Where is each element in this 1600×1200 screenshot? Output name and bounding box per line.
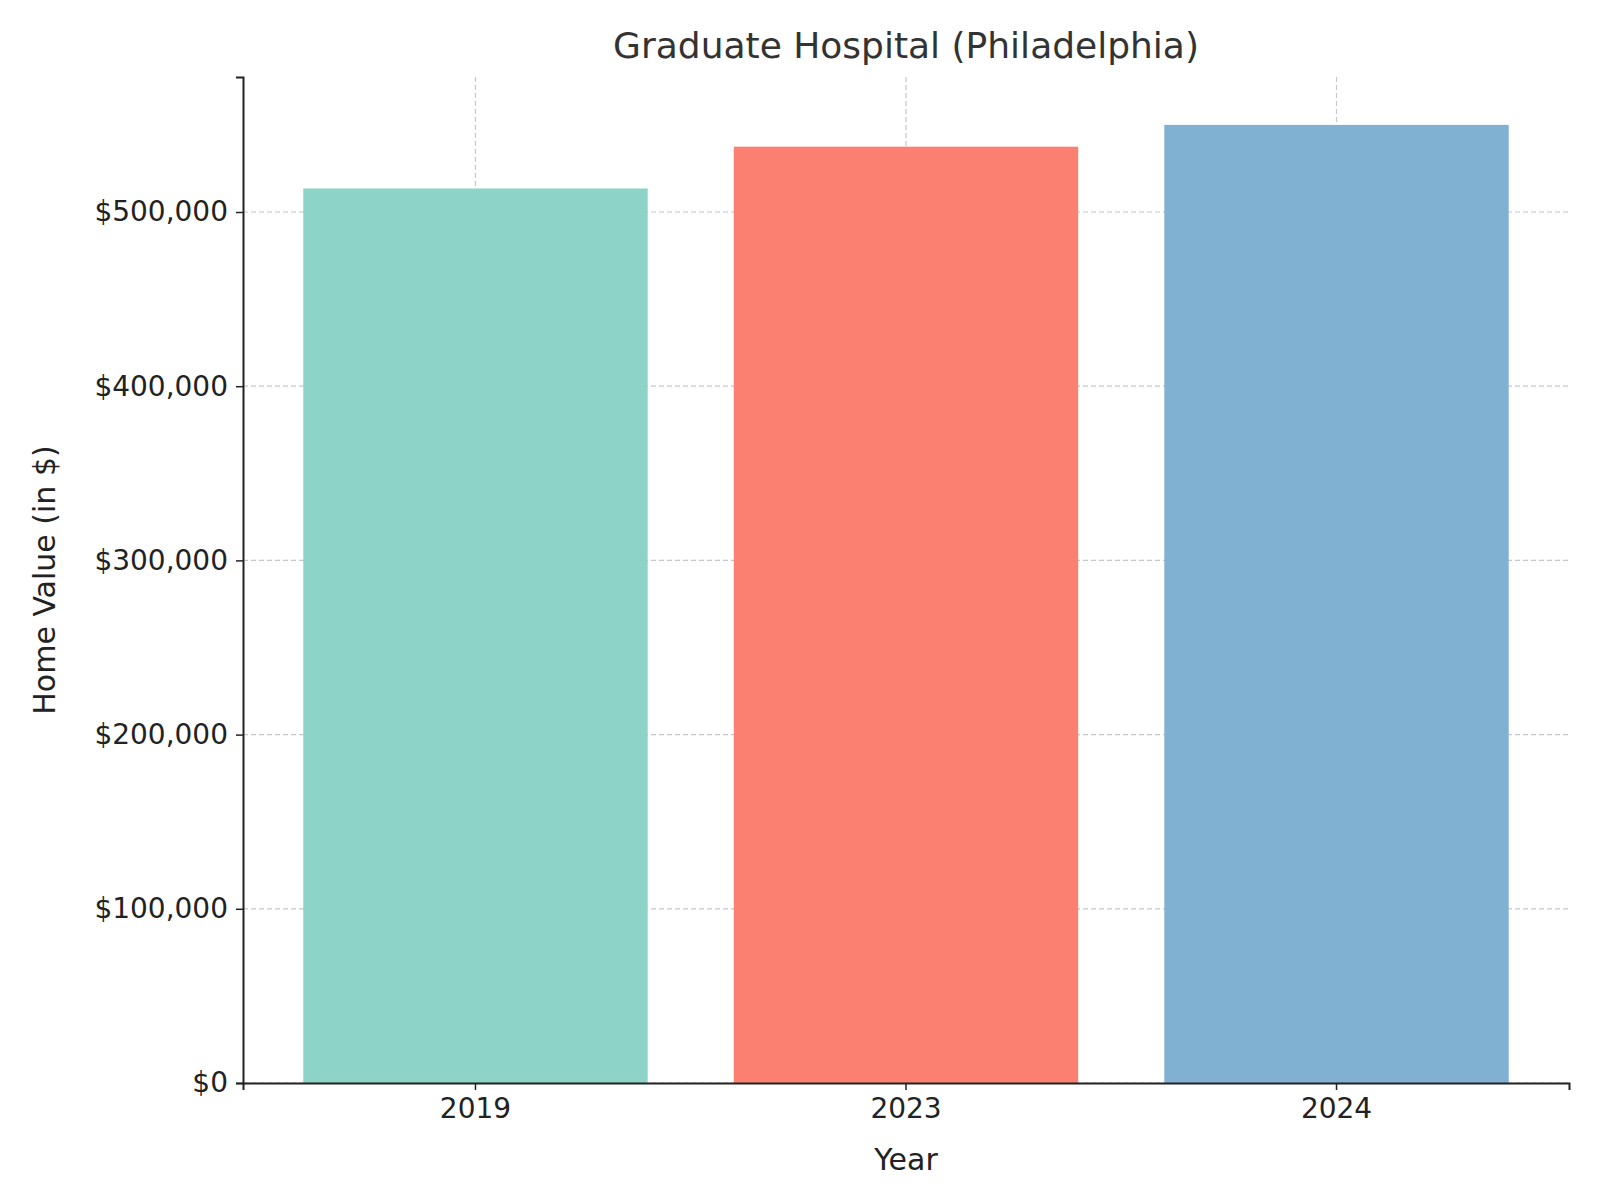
x-tick: 2019 xyxy=(440,1083,511,1125)
x-tick: 2023 xyxy=(870,1083,941,1125)
x-tick-label: 2019 xyxy=(440,1092,511,1125)
x-tick: 2024 xyxy=(1301,1083,1372,1125)
y-tick-mark xyxy=(236,560,243,562)
grid xyxy=(243,77,1569,1083)
y-axis-title: Home Value (in $) xyxy=(27,445,62,714)
x-axis-title: Year xyxy=(873,1142,938,1177)
title: Graduate Hospital (Philadelphia) xyxy=(613,25,1199,66)
y-axis: $0 $100,000 $200,000 $300,000 $400,000 $500,0… xyxy=(94,78,243,1100)
y-tick: $400,000 xyxy=(94,370,243,403)
y-tick: $500,000 xyxy=(94,195,243,228)
bar xyxy=(734,147,1078,1083)
y-tick-label: $400,000 xyxy=(94,370,228,403)
y-tick: $100,000 xyxy=(94,892,243,925)
y-tick: $200,000 xyxy=(94,718,243,751)
x-tick-label: 2023 xyxy=(870,1092,941,1125)
x-axis-line xyxy=(244,1084,1570,1091)
y-tick-label: $100,000 xyxy=(94,892,228,925)
bar xyxy=(1164,125,1508,1083)
y-tick-label: $0 xyxy=(192,1066,228,1099)
x-tick-mark xyxy=(905,1083,907,1090)
x-axis: 2019 2023 2024 xyxy=(244,1083,1570,1125)
chart: 2019 2023 2024 $0 $100,000 $200,000 $300,000 $4… xyxy=(0,0,1600,1200)
y-tick-label: $300,000 xyxy=(94,544,228,577)
y-tick-mark xyxy=(236,212,243,214)
plot-area: 2019 2023 2024 $0 $100,000 $200,000 $300,000 $4… xyxy=(94,77,1569,1125)
x-tick-mark xyxy=(475,1083,477,1090)
y-tick-mark xyxy=(236,1083,243,1085)
x-tick-label: 2024 xyxy=(1301,1092,1372,1125)
bar xyxy=(303,188,647,1083)
y-tick: $300,000 xyxy=(94,544,243,577)
x-tick-mark xyxy=(1336,1083,1338,1090)
y-tick-label: $500,000 xyxy=(94,195,228,228)
y-axis-line xyxy=(236,78,244,1084)
bars xyxy=(303,125,1508,1083)
y-tick-mark xyxy=(236,734,243,736)
y-tick-label: $200,000 xyxy=(94,718,228,751)
y-tick: $0 xyxy=(192,1066,243,1099)
y-tick-mark xyxy=(236,909,243,911)
y-tick-mark xyxy=(236,386,243,388)
